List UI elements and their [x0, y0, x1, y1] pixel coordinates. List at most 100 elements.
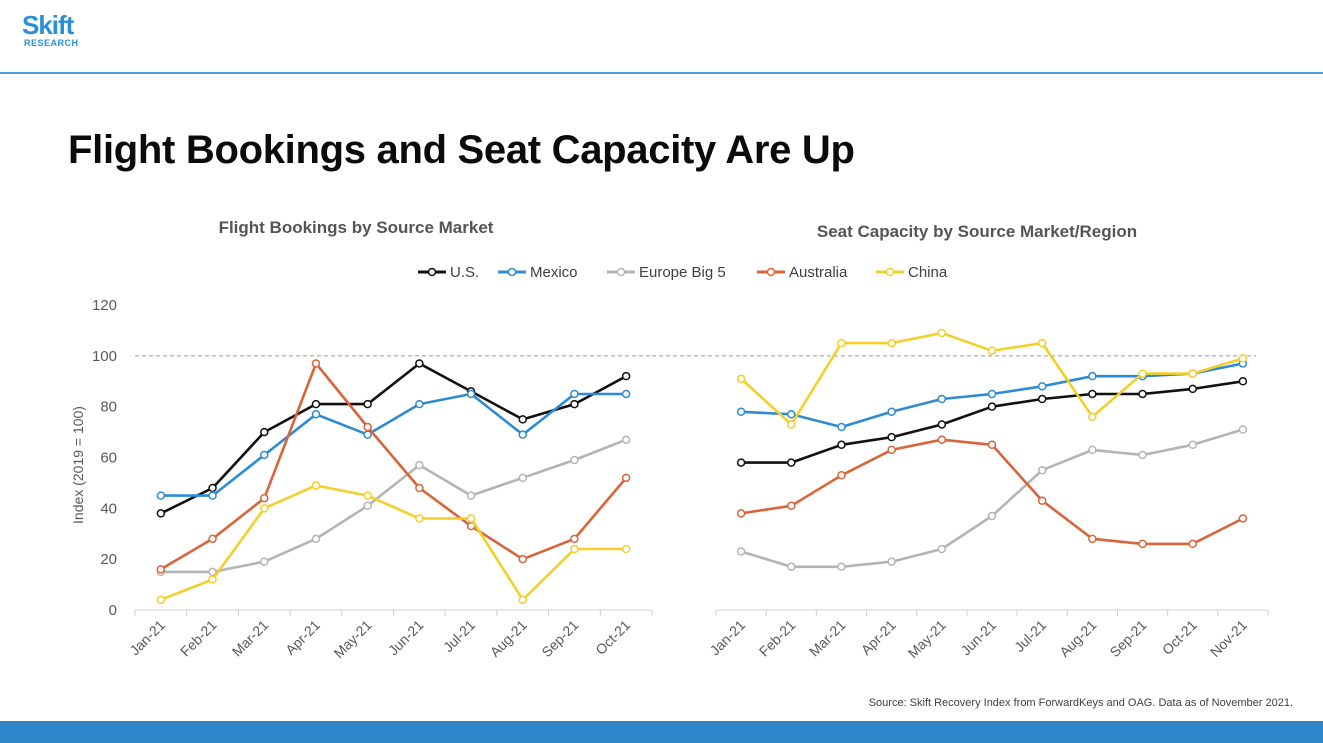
x-tick-label: Jun-21	[385, 617, 427, 659]
series-line-mexico	[160, 392, 627, 497]
data-point-australia	[1138, 539, 1147, 549]
data-point-mexico	[363, 430, 372, 439]
y-tick-label: 40	[100, 500, 117, 517]
x-tick-label: Feb-21	[177, 617, 220, 660]
data-point-china	[736, 374, 746, 383]
data-point-mexico	[466, 389, 476, 399]
data-point-australia	[156, 565, 166, 574]
data-point-u-s	[787, 458, 796, 467]
y-tick-label: 60	[100, 450, 117, 467]
data-point-europe-big-5	[621, 435, 631, 444]
y-tick-label: 80	[100, 399, 117, 416]
logo-subtitle: RESEARCH	[24, 38, 79, 48]
y-axis-label: Index (2019 = 100)	[70, 406, 86, 524]
data-point-australia	[1188, 539, 1197, 549]
logo-wordmark: Skift	[22, 10, 74, 40]
data-point-u-s	[1037, 394, 1047, 404]
data-point-china	[787, 420, 796, 429]
data-point-australia	[736, 509, 746, 518]
data-point-china	[837, 338, 846, 348]
data-point-u-s	[837, 440, 846, 450]
x-tick-label: Jul-21	[1011, 617, 1049, 655]
data-point-europe-big-5	[363, 501, 372, 511]
x-tick-label: Feb-21	[756, 617, 799, 660]
data-point-australia	[837, 471, 846, 480]
data-point-china	[156, 595, 166, 605]
legend: U.S. Mexico Europe Big 5 Australia China	[418, 264, 948, 281]
data-point-australia	[208, 534, 217, 544]
x-tick-label: May-21	[330, 617, 374, 661]
x-tick-label: Sep-21	[1106, 617, 1149, 660]
data-point-europe-big-5	[1138, 450, 1147, 460]
data-point-china	[1037, 338, 1047, 348]
data-point-china	[466, 514, 476, 523]
legend-label-europe-big-5: Europe Big 5	[639, 264, 726, 281]
y-tick-label: 100	[92, 348, 117, 365]
x-tick-label: Aug-21	[1056, 617, 1099, 660]
legend-marker-china	[885, 267, 895, 277]
data-point-mexico	[621, 389, 631, 399]
x-tick-label: Jan-21	[707, 617, 749, 659]
data-point-australia	[415, 483, 424, 493]
header-divider	[0, 72, 1323, 74]
footer-bar	[0, 721, 1323, 743]
data-point-mexico	[518, 430, 527, 439]
data-point-u-s	[987, 402, 997, 411]
data-point-u-s	[1088, 389, 1097, 399]
data-point-china	[937, 328, 947, 338]
data-point-australia	[518, 554, 527, 564]
series-line-australia	[740, 438, 1244, 546]
data-point-europe-big-5	[787, 562, 796, 572]
data-point-europe-big-5	[466, 491, 476, 500]
data-point-europe-big-5	[736, 547, 746, 556]
skift-research-logo: Skift RESEARCH	[22, 12, 79, 48]
x-tick-label: Apr-21	[858, 617, 899, 658]
x-tick-label: Mar-21	[229, 617, 272, 660]
data-point-u-s	[415, 359, 424, 368]
data-point-europe-big-5	[937, 544, 947, 554]
data-point-china	[260, 504, 269, 513]
data-point-mexico	[837, 422, 846, 432]
data-point-mexico	[787, 410, 796, 419]
data-point-mexico	[311, 410, 321, 419]
data-point-australia	[1238, 514, 1248, 523]
data-point-china	[887, 338, 896, 348]
data-point-u-s	[363, 399, 372, 409]
data-point-australia	[311, 359, 321, 368]
data-point-u-s	[311, 399, 321, 409]
x-tick-label: Jul-21	[440, 617, 478, 655]
data-point-u-s	[937, 420, 947, 429]
x-tick-label: Oct-21	[592, 617, 633, 658]
data-point-europe-big-5	[1188, 440, 1197, 450]
legend-marker-australia	[766, 267, 776, 277]
series-line-china	[160, 484, 627, 602]
data-point-china	[1188, 369, 1197, 378]
data-point-china	[987, 346, 997, 355]
x-tick-label: Mar-21	[806, 617, 849, 660]
data-point-mexico	[208, 491, 217, 500]
data-point-mexico	[1037, 382, 1047, 391]
data-point-mexico	[156, 491, 166, 500]
legend-marker-mexico	[507, 267, 517, 277]
data-point-europe-big-5	[1037, 465, 1047, 475]
data-point-u-s	[1188, 384, 1197, 394]
series-line-u-s	[160, 362, 627, 515]
data-point-europe-big-5	[1238, 425, 1248, 434]
data-point-australia	[787, 501, 796, 511]
data-point-mexico	[260, 450, 269, 460]
x-tick-label: Nov-21	[1207, 617, 1250, 660]
data-point-mexico	[1088, 371, 1097, 381]
data-point-china	[208, 575, 217, 584]
data-point-mexico	[987, 389, 997, 399]
x-tick-label: Aug-21	[487, 617, 530, 660]
legend-marker-u-s	[427, 267, 437, 277]
data-point-china	[1238, 354, 1248, 363]
data-point-europe-big-5	[837, 562, 846, 572]
data-point-europe-big-5	[887, 557, 896, 566]
data-point-mexico	[937, 394, 947, 404]
y-tick-label: 120	[92, 297, 117, 314]
data-point-china	[518, 595, 527, 605]
legend-marker-europe-big-5	[616, 267, 626, 277]
data-point-u-s	[260, 427, 269, 437]
